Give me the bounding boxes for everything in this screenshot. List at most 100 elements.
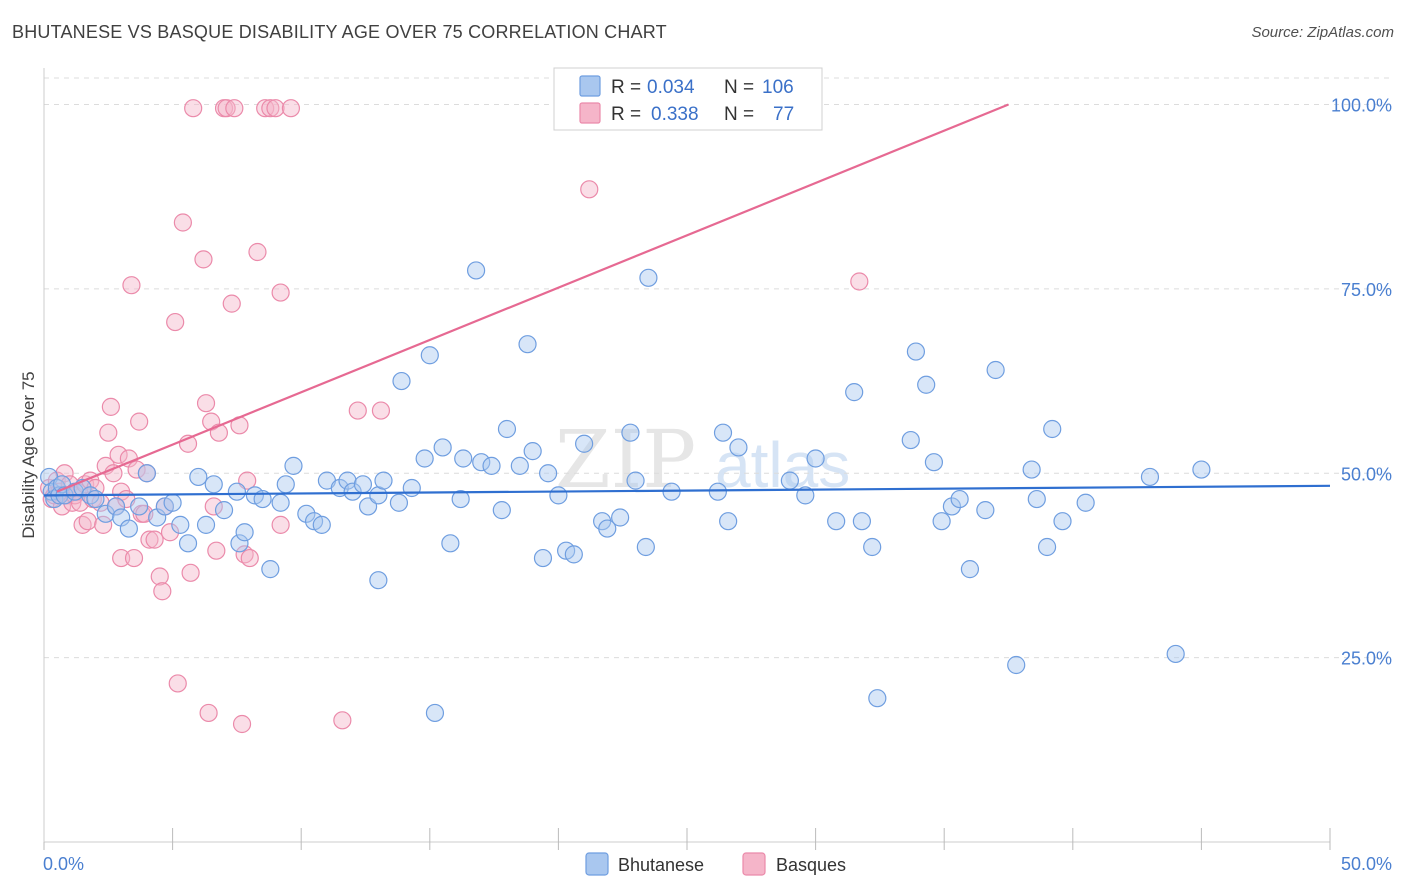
axes <box>43 68 1331 850</box>
legend-n-value-basques: 77 <box>773 104 794 125</box>
bhutanese-point <box>492 501 511 520</box>
basques-point <box>348 401 367 420</box>
legend-r-label-bhutanese: R = <box>611 77 641 98</box>
chart-source: Source: ZipAtlas.com <box>1251 24 1394 41</box>
bhutanese-point <box>178 534 198 553</box>
bhutanese-point <box>932 512 951 531</box>
grid <box>44 77 1392 659</box>
bhutanese-point <box>1140 467 1160 487</box>
bhutanese-point <box>708 482 727 501</box>
basques-point <box>127 460 146 479</box>
bhutanese-point <box>482 456 501 475</box>
bhutanese-point <box>358 497 378 516</box>
basques-point <box>207 541 226 560</box>
y-tick-label: 25.0% <box>1341 649 1392 669</box>
bhutanese-point <box>852 512 871 531</box>
bhutanese-point <box>901 430 920 450</box>
bhutanese-point <box>924 453 944 472</box>
bhutanese-point <box>130 497 149 516</box>
y-tick-labels: 25.0% 50.0% 75.0% 100.0% <box>1331 96 1392 669</box>
basques-point <box>140 530 159 549</box>
bhutanese-point <box>575 434 594 453</box>
basques-trend-line <box>56 103 1009 493</box>
bhutanese-trend-line <box>43 484 1331 497</box>
series-legend-swatch-basques <box>742 852 766 876</box>
bhutanese-point <box>713 423 733 442</box>
bhutanese-point <box>230 534 249 553</box>
basques-point <box>222 294 241 313</box>
bhutanese-point <box>729 438 748 457</box>
basques-point <box>256 99 275 118</box>
bhutanese-point <box>719 512 738 531</box>
bhutanese-point <box>827 512 846 531</box>
bhutanese-point <box>137 464 156 483</box>
legend-r-value-bhutanese: 0.034 <box>647 77 695 98</box>
bhutanese-point <box>402 478 421 498</box>
basques-point <box>271 515 290 534</box>
legend-r-label-basques: R = <box>611 104 641 125</box>
basques-point <box>94 515 113 534</box>
bhutanese-point <box>950 489 969 509</box>
y-tick-label: 50.0% <box>1341 464 1392 484</box>
bhutanese-point <box>119 519 138 538</box>
basques-point <box>217 99 236 118</box>
basques-point <box>194 250 213 269</box>
basques-point <box>196 394 216 413</box>
bhutanese-point <box>466 261 486 280</box>
legend-r-value-basques: 0.338 <box>651 104 699 125</box>
bhutanese-point <box>510 456 529 475</box>
bhutanese-point <box>433 438 452 457</box>
basques-point <box>160 523 180 542</box>
bhutanese-point <box>425 703 445 723</box>
basques-point <box>153 582 172 601</box>
basques-point <box>261 99 280 118</box>
basques-point <box>130 412 149 431</box>
basques-point <box>225 99 244 118</box>
basques-point <box>333 711 352 730</box>
bhutanese-point <box>564 545 583 564</box>
bhutanese-point <box>1022 460 1041 479</box>
y-tick-label: 75.0% <box>1341 280 1392 300</box>
basques-point <box>181 563 200 582</box>
bhutanese-point <box>86 489 105 509</box>
bhutanese-point <box>214 501 234 520</box>
basques-point <box>78 512 97 531</box>
basques-point <box>281 99 301 118</box>
basques-point <box>204 497 223 516</box>
bhutanese-point <box>415 449 434 468</box>
bhutanese-point <box>523 442 542 461</box>
bhutanese-point <box>96 504 115 523</box>
bhutanese-point <box>863 537 882 557</box>
legend-n-value-bhutanese: 106 <box>762 77 794 98</box>
bhutanese-point <box>261 560 280 579</box>
bhutanese-point <box>539 464 558 483</box>
bhutanese-point <box>171 515 190 534</box>
bhutanese-point <box>960 560 980 579</box>
bhutanese-point <box>1007 655 1026 675</box>
bhutanese-point <box>639 268 658 287</box>
basques-point <box>150 567 169 586</box>
bhutanese-point <box>942 497 962 516</box>
bhutanese-point <box>626 471 645 490</box>
bhutanese-point <box>297 504 316 523</box>
bhutanese-point <box>392 371 411 391</box>
basques-point <box>166 312 185 332</box>
bhutanese-point <box>276 475 295 494</box>
bhutanese-point <box>163 493 182 512</box>
bhutanese-point <box>1037 537 1057 557</box>
x-tick-label-min: 0.0% <box>43 854 84 874</box>
bhutanese-point <box>235 523 254 542</box>
trend-lines <box>43 103 1331 497</box>
bhutanese-point <box>451 489 470 509</box>
series-legend-label-basques: Basques <box>776 855 846 875</box>
legend-swatch-bhutanese <box>579 75 601 97</box>
bhutanese-point <box>868 689 887 708</box>
bhutanese-point <box>441 534 460 553</box>
basques-point <box>99 423 118 442</box>
bhutanese-point <box>420 346 439 365</box>
basques-point <box>101 397 120 416</box>
legend-n-label-bhutanese: N = <box>724 77 754 98</box>
bhutanese-point <box>389 493 409 512</box>
bhutanese-point <box>271 493 290 512</box>
